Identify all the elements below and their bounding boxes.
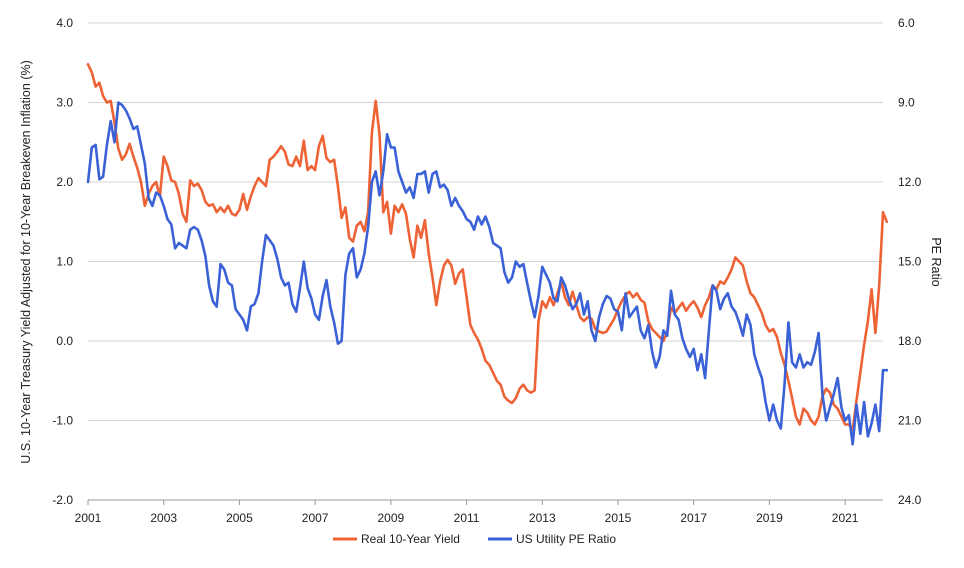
y2-tick-label: 15.0 bbox=[898, 255, 922, 269]
y2-tick-label: 6.0 bbox=[898, 16, 915, 30]
y-tick-label: 4.0 bbox=[56, 16, 73, 30]
x-tick-label: 2019 bbox=[756, 511, 783, 525]
x-axis-ticks: 2001 2003 2005 2007 2009 2011 2013 2015 2017 2019… bbox=[75, 499, 883, 525]
y-tick-label: 2.0 bbox=[56, 175, 73, 189]
series-lines bbox=[86, 63, 889, 446]
x-tick-label: 2003 bbox=[150, 511, 177, 525]
left-axis-title: U.S. 10-Year Treasury Yield Adjusted for… bbox=[19, 60, 33, 463]
right-axis-title: PE Ratio bbox=[929, 237, 943, 286]
legend: Real 10-Year Yield US Utility PE Ratio bbox=[333, 532, 616, 546]
x-tick-label: 2015 bbox=[605, 511, 632, 525]
legend-label-real-yield: Real 10-Year Yield bbox=[361, 532, 460, 546]
y2-tick-label: 24.0 bbox=[898, 493, 922, 507]
right-axis-ticks: 6.0 9.0 12.0 15.0 18.0 21.0 24.0 bbox=[898, 16, 922, 507]
y-tick-label: -1.0 bbox=[52, 414, 73, 428]
x-tick-label: 2005 bbox=[226, 511, 253, 525]
x-tick-label: 2009 bbox=[378, 511, 405, 525]
x-tick-label: 2013 bbox=[529, 511, 556, 525]
y2-tick-label: 21.0 bbox=[898, 414, 922, 428]
legend-label-utility-pe: US Utility PE Ratio bbox=[516, 532, 616, 546]
x-tick-label: 2001 bbox=[75, 511, 102, 525]
y-tick-label: 0.0 bbox=[56, 334, 73, 348]
x-tick-label: 2011 bbox=[454, 511, 480, 525]
x-tick-label: 2021 bbox=[832, 511, 859, 525]
x-tick-label: 2007 bbox=[302, 511, 329, 525]
series-line-utility-pe bbox=[86, 101, 889, 446]
left-axis-ticks: 4.0 3.0 2.0 1.0 0.0 -1.0 -2.0 bbox=[52, 16, 73, 507]
x-tick-label: 2017 bbox=[680, 511, 707, 525]
y2-tick-label: 9.0 bbox=[898, 96, 915, 110]
y2-tick-label: 18.0 bbox=[898, 334, 922, 348]
series-line-real-yield bbox=[86, 63, 889, 432]
y-tick-label: 3.0 bbox=[56, 96, 73, 110]
y-tick-label: 1.0 bbox=[56, 255, 73, 269]
y-tick-label: -2.0 bbox=[52, 493, 73, 507]
y2-tick-label: 12.0 bbox=[898, 175, 922, 189]
